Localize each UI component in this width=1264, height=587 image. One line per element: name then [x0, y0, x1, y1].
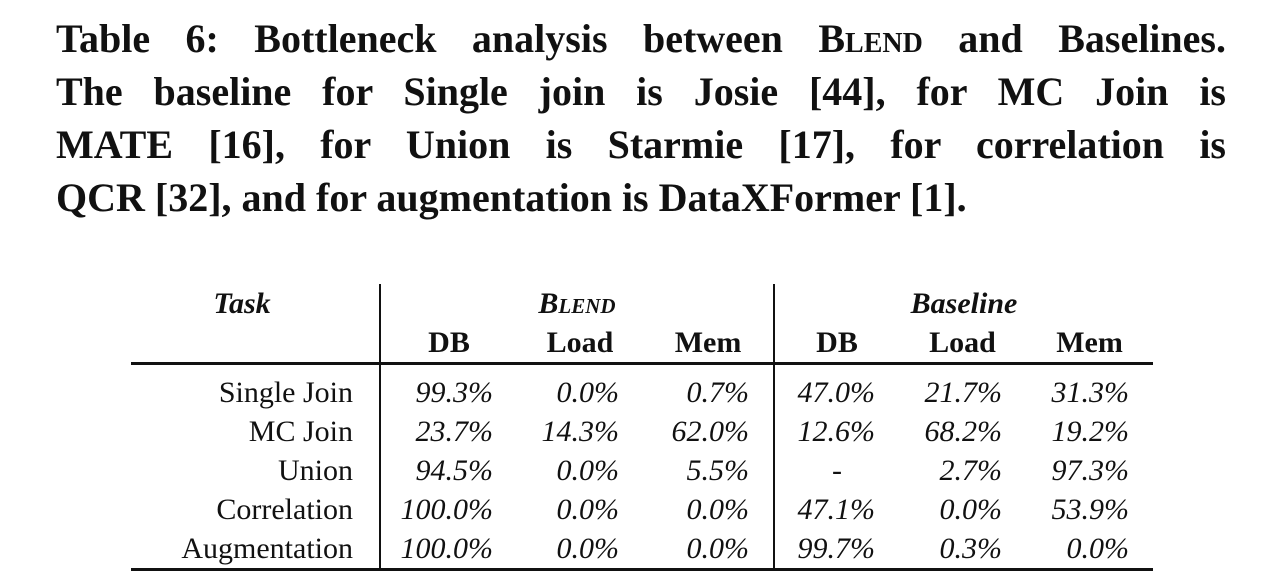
- cell-blend-db: 99.3%: [379, 363, 517, 412]
- col-header-blend-mem: Mem: [643, 323, 775, 365]
- caption-line-4: QCR [32], and for augmentation is DataXF…: [56, 175, 967, 220]
- cell-blend-db: 100.0%: [379, 529, 517, 571]
- cell-blend-load: 0.0%: [556, 493, 620, 526]
- blend-name: Blend: [818, 16, 923, 61]
- cell-baseline-db: -: [773, 451, 900, 490]
- col-header-baseline-load: Load: [899, 323, 1027, 365]
- table-row: Augmentation 100.0% 0.0% 0.0% 99.7% 0.3%…: [131, 529, 1154, 571]
- table-row: Union 94.5% 0.0% 5.5% - 2.7% 97.3%: [131, 451, 1153, 490]
- cell-blend-mem: 0.0%: [643, 529, 775, 571]
- cell-blend-db: 94.5%: [379, 451, 517, 490]
- cell-baseline-mem: 97.3%: [1051, 454, 1130, 487]
- cell-baseline-load: 0.0%: [939, 493, 1003, 526]
- cell-baseline-mem: 53.9%: [1051, 493, 1130, 526]
- cell-blend-mem: 0.7%: [686, 376, 750, 409]
- caption-line-3: MATE [16], for Union is Starmie [17], fo…: [56, 122, 1226, 167]
- blend-group-header: Blend: [378, 284, 775, 323]
- cell-blend-db: 100.0%: [379, 490, 517, 529]
- baseline-group-header: Baseline: [773, 284, 1154, 323]
- task-header-blank: [131, 323, 380, 365]
- cell-blend-db: 23.7%: [379, 412, 517, 451]
- bottleneck-table: Task Blend Baseline DB Load Mem DB Load …: [131, 284, 1154, 571]
- col-header-blend-db: DB: [379, 323, 517, 365]
- cell-baseline-mem: 0.0%: [1026, 529, 1154, 571]
- table-caption: Table 6: Bottleneck analysis between Ble…: [56, 12, 1226, 224]
- cell-blend-mem: 62.0%: [671, 415, 750, 448]
- cell-baseline-db: 99.7%: [773, 529, 900, 571]
- table-row: Correlation 100.0% 0.0% 0.0% 47.1% 0.0% …: [131, 490, 1153, 529]
- task-label: Union: [278, 454, 353, 487]
- header-row-metrics: DB Load Mem DB Load Mem: [131, 323, 1154, 365]
- col-header-baseline-db: DB: [773, 323, 900, 365]
- task-header: Task: [213, 287, 271, 320]
- task-label: Correlation: [216, 493, 353, 526]
- cell-baseline-db: 47.1%: [773, 490, 900, 529]
- cell-blend-load: 0.0%: [517, 529, 643, 571]
- cell-baseline-load: 2.7%: [939, 454, 1003, 487]
- cell-baseline-db: 12.6%: [773, 412, 900, 451]
- table-row: MC Join 23.7% 14.3% 62.0% 12.6% 68.2% 19…: [131, 412, 1153, 451]
- task-label: MC Join: [248, 415, 353, 448]
- task-label: Single Join: [218, 376, 353, 409]
- cell-baseline-mem: 19.2%: [1051, 415, 1130, 448]
- col-header-baseline-mem: Mem: [1026, 323, 1154, 365]
- cell-blend-mem: 5.5%: [686, 454, 750, 487]
- header-row-groups: Task Blend Baseline: [131, 284, 1154, 323]
- cell-baseline-load: 68.2%: [924, 415, 1003, 448]
- cell-blend-mem: 0.0%: [686, 493, 750, 526]
- cell-blend-load: 0.0%: [556, 454, 620, 487]
- col-header-blend-load: Load: [517, 323, 643, 365]
- caption-line-2: The baseline for Single join is Josie [4…: [56, 69, 1226, 114]
- caption-line-1: Table 6: Bottleneck analysis between Ble…: [56, 16, 1226, 61]
- task-label: Augmentation: [131, 529, 380, 571]
- cell-baseline-mem: 31.3%: [1051, 376, 1130, 409]
- cell-baseline-load: 0.3%: [899, 529, 1027, 571]
- cell-blend-load: 14.3%: [541, 415, 620, 448]
- cell-baseline-db: 47.0%: [773, 363, 900, 412]
- cell-baseline-load: 21.7%: [924, 376, 1003, 409]
- table-row: Single Join 99.3% 0.0% 0.7% 47.0% 21.7% …: [131, 363, 1153, 412]
- cell-blend-load: 0.0%: [556, 376, 620, 409]
